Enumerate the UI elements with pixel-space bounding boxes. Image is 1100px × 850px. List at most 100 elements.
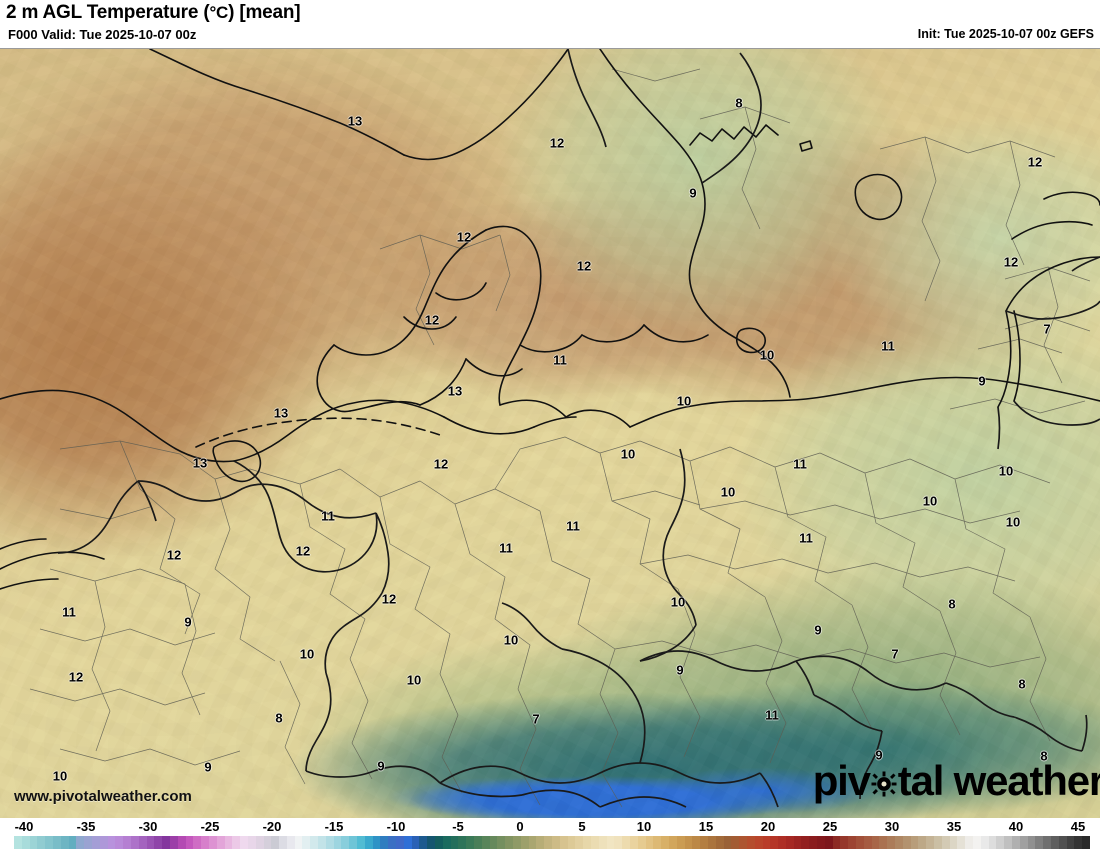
colorbar-swatch [232, 836, 241, 849]
colorbar-swatch [349, 836, 358, 849]
colorbar-tick: -25 [200, 819, 220, 834]
colorbar-swatch [419, 836, 428, 849]
colorbar-swatch [988, 836, 997, 849]
colorbar-tick: 40 [1008, 819, 1024, 834]
colorbar-tick: -20 [262, 819, 282, 834]
colorbar-swatch [458, 836, 467, 849]
colorbar-tick: -5 [452, 819, 464, 834]
colorbar-tick: -30 [138, 819, 158, 834]
colorbar-tick: 5 [578, 819, 586, 834]
colorbar-swatch [715, 836, 724, 849]
colorbar-swatch [263, 836, 272, 849]
colorbar-swatch [832, 836, 841, 849]
colorbar-swatch [676, 836, 685, 849]
colorbar-swatch [785, 836, 794, 849]
colorbar-swatch [824, 836, 833, 849]
colorbar-tick: -15 [324, 819, 344, 834]
colorbar[interactable]: -40 -35 -30 -25 -20 -15 -10 -5 0 5 10 15 20 25 30 35 40 4… [0, 818, 1100, 850]
colorbar-swatch [91, 836, 100, 849]
colorbar-swatch [185, 836, 194, 849]
colorbar-swatch [723, 836, 732, 849]
colorbar-swatch [863, 836, 872, 849]
colorbar-swatch [973, 836, 981, 849]
colorbar-swatch [52, 836, 61, 849]
colorbar-swatch [637, 836, 646, 849]
colorbar-swatch [169, 836, 178, 849]
colorbar-swatch [115, 836, 124, 849]
pivotal-weather-logo: piv tal weat [813, 757, 1100, 805]
colorbar-swatch [271, 836, 280, 849]
colorbar-swatch [567, 836, 576, 849]
map-canvas[interactable]: 13 8 12 9 12 12 12 12 12 7 11 10 11 13 10 9 13 10 13 12 11 10… [0, 48, 1100, 819]
colorbar-tick: -10 [386, 819, 406, 834]
colorbar-swatch [520, 836, 529, 849]
colorbar-swatch [123, 836, 131, 849]
colorbar-swatch [840, 836, 849, 849]
colorbar-swatch [177, 836, 186, 849]
colorbar-swatch [887, 836, 896, 849]
colorbar-tick: 0 [516, 819, 524, 834]
colorbar-swatch [692, 836, 701, 849]
colorbar-swatch [598, 836, 607, 849]
colorbar-swatch [949, 836, 958, 849]
colorbar-swatch [707, 836, 716, 849]
colorbar-swatch [793, 836, 802, 849]
colorbar-swatch [575, 836, 584, 849]
gear-sun-icon [871, 771, 897, 797]
colorbar-swatch [1019, 836, 1028, 849]
colorbar-swatch [606, 836, 615, 849]
colorbar-tick: 45 [1070, 819, 1086, 834]
colorbar-swatch [778, 836, 786, 849]
colorbar-swatch [29, 836, 38, 849]
colorbar-swatch [466, 836, 475, 849]
colorbar-tick: 30 [884, 819, 900, 834]
colorbar-swatch [318, 836, 326, 849]
colorbar-swatch [661, 836, 669, 849]
page-title: 2 m AGL Temperature (°C) [mean] [6, 2, 301, 24]
colorbar-swatch [481, 836, 490, 849]
colorbar-swatch [754, 836, 763, 849]
colorbar-swatch [902, 836, 911, 849]
colorbar-swatch [817, 836, 825, 849]
colorbar-swatch [1027, 836, 1036, 849]
colorbar-swatch [528, 836, 537, 849]
colorbar-swatch [68, 836, 77, 849]
colorbar-swatch [450, 836, 459, 849]
colorbar-swatch [505, 836, 513, 849]
colorbar-swatch [427, 836, 436, 849]
colorbar-swatch [76, 836, 85, 849]
colorbar-tick: 15 [698, 819, 714, 834]
colorbar-swatch [45, 836, 53, 849]
colorbar-swatch [941, 836, 950, 849]
init-time-label: Init: Tue 2025-10-07 00z GEFS [917, 27, 1094, 41]
colorbar-swatch [286, 836, 295, 849]
title-unit: °C [209, 3, 229, 22]
colorbar-swatch [372, 836, 381, 849]
colorbar-tick-labels: -40 -35 -30 -25 -20 -15 -10 -5 0 5 10 15 20 25 30 35 40 4… [0, 818, 1100, 835]
colorbar-swatch [684, 836, 693, 849]
colorbar-tick: -40 [14, 819, 34, 834]
colorbar-swatch [154, 836, 163, 849]
colorbar-swatch [1058, 836, 1067, 849]
colorbar-swatch [497, 836, 506, 849]
colorbar-swatch [762, 836, 771, 849]
colorbar-swatch [216, 836, 225, 849]
colorbar-swatch [551, 836, 560, 849]
colorbar-swatch [871, 836, 880, 849]
colorbar-swatch [1074, 836, 1083, 849]
colorbar-swatch [37, 836, 46, 849]
temperature-field [0, 49, 1100, 819]
colorbar-swatch [1035, 836, 1044, 849]
colorbar-tick: 10 [636, 819, 652, 834]
colorbar-swatch [442, 836, 451, 849]
colorbar-swatch [84, 836, 92, 849]
colorbar-swatch [996, 836, 1005, 849]
colorbar-swatch [653, 836, 662, 849]
colorbar-swatch [403, 836, 412, 849]
colorbar-swatch [1066, 836, 1075, 849]
colorbar-swatch [770, 836, 779, 849]
colorbar-swatch [325, 836, 334, 849]
colorbar-swatch [848, 836, 857, 849]
colorbar-tick: -35 [76, 819, 96, 834]
